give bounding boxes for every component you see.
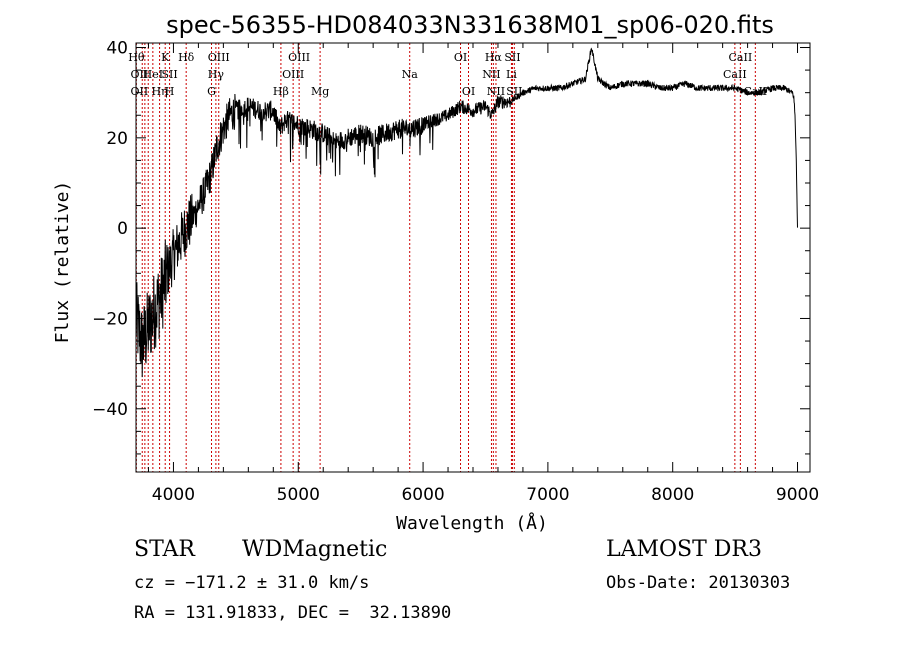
line-label: SII [161,68,177,81]
line-label: Hα [485,51,503,64]
object-subclass: WDMagnetic [242,537,388,562]
line-label: Hδ [178,51,195,64]
line-label: Hη [151,85,167,98]
plot-frame [135,42,811,473]
x-tick-label: 4000 [152,485,195,505]
object-class: STAR [134,537,195,562]
line-label: NII [487,85,505,98]
chart-title: spec-56355-HD084033N331638M01_sp06-020.f… [166,11,774,39]
y-tick-label: 40 [106,39,128,59]
line-label: Mg [311,85,329,98]
line-label: SII [504,51,520,64]
axis-ticks: 4000 5000 6000 7000 8000 9000 −40 −20 0 20 40 [92,39,819,505]
line-label: OI [454,51,467,64]
line-label: K [161,51,170,64]
x-tick-label: 9000 [776,485,819,505]
x-tick-label: 6000 [401,485,444,505]
y-tick-label: 20 [106,129,128,149]
x-tick-label: 7000 [526,485,569,505]
line-label: Na [402,68,419,81]
y-tick-label: −20 [92,309,128,329]
line-label: HeI [143,68,163,81]
line-label: OII [131,68,149,81]
y-tick-label: 0 [117,219,128,239]
survey-name: LAMOST DR3 [606,537,762,562]
line-label: NII [482,68,500,81]
line-label: Hγ [208,68,225,81]
line-label: G [207,85,216,98]
line-label: Hθ [128,51,145,64]
line-label: Hβ [273,85,289,98]
redshift-readout: cz = −171.2 ± 31.0 km/s [134,573,370,593]
x-tick-label: 5000 [277,485,320,505]
spectrum-line [135,47,798,378]
line-label: OI [462,85,475,98]
line-label: Li [506,68,517,81]
line-label: OIII [288,51,310,64]
y-axis-label: Flux (relative) [52,181,73,344]
line-label: H [165,85,175,98]
line-label: OIII [282,68,304,81]
x-axis-label: Wavelength (Å) [396,512,548,534]
line-label: CaII [723,68,747,81]
line-label: OII [131,85,149,98]
line-label: CaII [729,51,753,64]
x-tick-label: 8000 [651,485,694,505]
line-label: OIII [208,51,230,64]
y-tick-label: −40 [92,400,128,420]
ra-dec-readout: RA = 131.91833, DEC = 32.13890 [134,603,452,623]
observation-date: Obs-Date: 20130303 [606,573,791,593]
